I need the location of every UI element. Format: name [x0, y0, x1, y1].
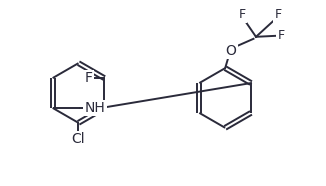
Text: F: F: [277, 29, 284, 42]
Text: O: O: [226, 44, 237, 58]
Text: Cl: Cl: [72, 132, 85, 146]
Text: NH: NH: [84, 101, 105, 115]
Text: F: F: [84, 71, 92, 85]
Text: F: F: [274, 8, 281, 21]
Text: F: F: [239, 8, 245, 21]
